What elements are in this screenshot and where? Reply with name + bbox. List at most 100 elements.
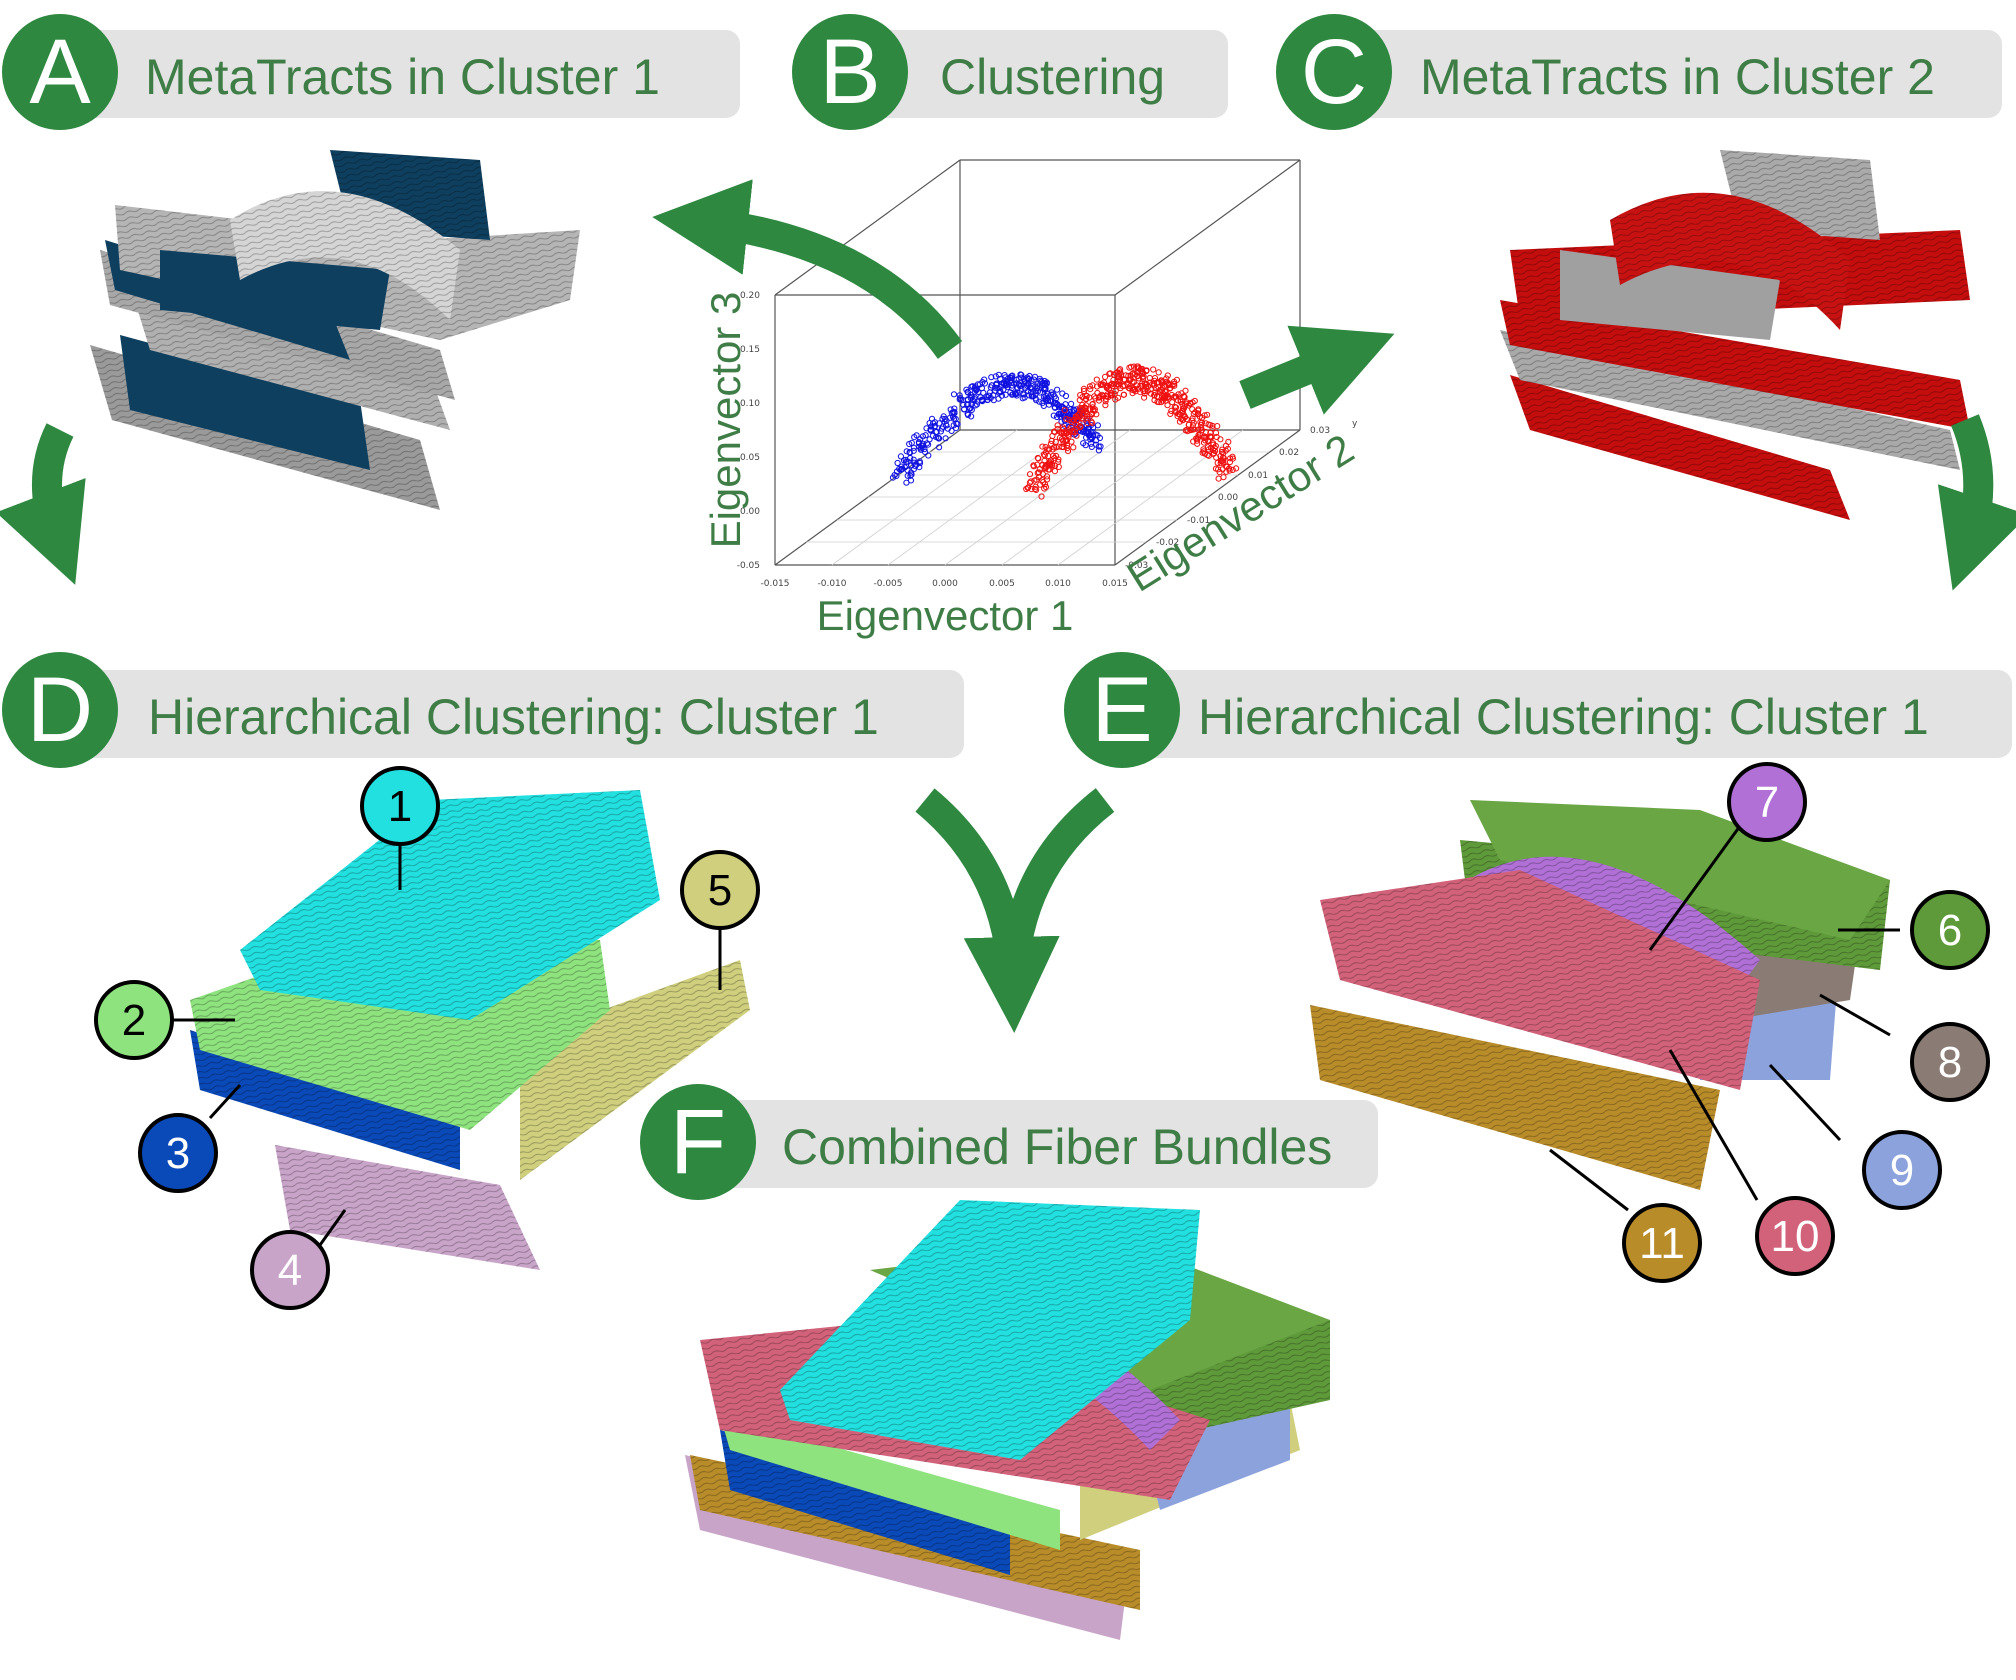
scatter-point	[1041, 465, 1048, 472]
scatter-point	[1012, 391, 1019, 398]
scatter-point	[1089, 419, 1096, 426]
scatter-point	[1041, 381, 1048, 389]
scatter-point	[1107, 382, 1114, 389]
scatter-point	[1048, 389, 1055, 396]
scatter-point	[923, 440, 931, 447]
scatter-point	[1150, 366, 1157, 373]
scatter-point	[1176, 411, 1184, 418]
panel-a-letter: A	[29, 20, 91, 123]
scatter-point	[1129, 384, 1136, 391]
scatter-point	[1015, 381, 1022, 388]
scatter-point	[1008, 373, 1015, 380]
scatter-point	[1200, 448, 1207, 455]
scatter-point	[907, 472, 914, 479]
scatter-point	[1040, 394, 1048, 401]
scatter-point	[908, 439, 915, 446]
scatter-point	[968, 383, 975, 390]
scatter-point	[894, 459, 901, 467]
scatter-point	[973, 401, 981, 408]
scatter-point	[1203, 434, 1210, 441]
scatter-point	[1066, 426, 1073, 433]
z-tick: -0.05	[737, 561, 760, 571]
scatter-point	[1054, 386, 1061, 393]
scatter-point	[1195, 426, 1202, 433]
scatter-point	[1168, 407, 1175, 414]
scatter-point	[940, 413, 947, 420]
scatter-point	[1082, 405, 1089, 412]
scatter-point	[911, 459, 918, 466]
scatter-point	[1164, 402, 1171, 409]
scatter-point	[1171, 382, 1178, 389]
scatter-point	[1100, 379, 1108, 386]
scatter-point	[1037, 481, 1044, 488]
z-tick: 0.15	[740, 345, 760, 355]
scatter-point	[1076, 413, 1083, 420]
scatter-point	[1183, 400, 1190, 407]
scatter-point	[1045, 466, 1052, 473]
scatter-point	[1171, 380, 1178, 387]
scatter-point	[928, 423, 935, 430]
scatter-point	[1032, 485, 1039, 493]
scatter-point	[1112, 387, 1119, 395]
scatter-point	[1141, 394, 1148, 401]
scatter-point	[1156, 399, 1163, 406]
scatter-point	[1058, 403, 1065, 411]
z-tick: 0.05	[740, 453, 760, 463]
scatter-point	[1189, 399, 1196, 406]
scatter-point	[916, 458, 923, 465]
scatter-point	[1049, 432, 1056, 440]
badge-1: 1	[360, 766, 440, 846]
scatter-point	[1164, 372, 1171, 379]
scatter-point	[1059, 390, 1066, 397]
scatter-point	[1045, 446, 1053, 453]
scatter-point	[988, 374, 995, 381]
scatter-point	[1179, 405, 1187, 412]
scatter-point	[1081, 428, 1088, 435]
scatter-point	[1210, 451, 1217, 458]
scatter-point	[1036, 398, 1043, 405]
svg-text:7: 7	[1755, 778, 1779, 827]
scatter-point	[1053, 444, 1060, 451]
scatter-point	[1226, 458, 1234, 466]
scatter-point	[1023, 485, 1030, 493]
scatter-point	[1056, 434, 1064, 441]
scatter-point	[912, 463, 919, 470]
scatter-point	[1026, 471, 1034, 478]
scatter-point	[1050, 412, 1057, 419]
svg-text:2: 2	[122, 996, 146, 1045]
scatter-point	[910, 466, 918, 473]
scatter-point	[1187, 427, 1194, 434]
scatter-point	[917, 436, 924, 443]
scatter-point	[1051, 468, 1059, 475]
scatter-point	[998, 392, 1006, 399]
scatter-point	[1070, 406, 1077, 413]
banner-e	[1130, 670, 2012, 758]
scatter-point	[1082, 442, 1089, 449]
panel-e-title: Hierarchical Clustering: Cluster 1	[1198, 689, 1929, 745]
badge-7: 7	[1727, 762, 1807, 842]
svg-text:9: 9	[1890, 1146, 1914, 1195]
scatter-point	[1087, 386, 1094, 393]
scatter-point	[1021, 378, 1029, 385]
scatter-point	[1120, 391, 1127, 398]
scatter-point	[973, 387, 980, 394]
scatter-point	[1013, 392, 1020, 399]
scatter-point	[1170, 394, 1177, 401]
scatter-point	[987, 394, 994, 402]
scatter-point	[971, 394, 979, 401]
badge-6: 6	[1910, 890, 1990, 970]
scatter-point	[1210, 450, 1218, 457]
scatter-point	[964, 410, 971, 417]
scatter-point	[1027, 478, 1034, 485]
scatter-point	[943, 422, 950, 429]
scatter-point	[1102, 395, 1110, 403]
scatter-point	[988, 382, 995, 389]
svg-text:11: 11	[1639, 1219, 1685, 1268]
scatter-point	[1061, 407, 1068, 414]
scatter-point	[1201, 412, 1208, 419]
x-tick: -0.010	[817, 579, 846, 589]
scatter-point	[1088, 418, 1095, 425]
badge-2: 2	[94, 980, 174, 1060]
scatter-point	[1217, 457, 1225, 464]
